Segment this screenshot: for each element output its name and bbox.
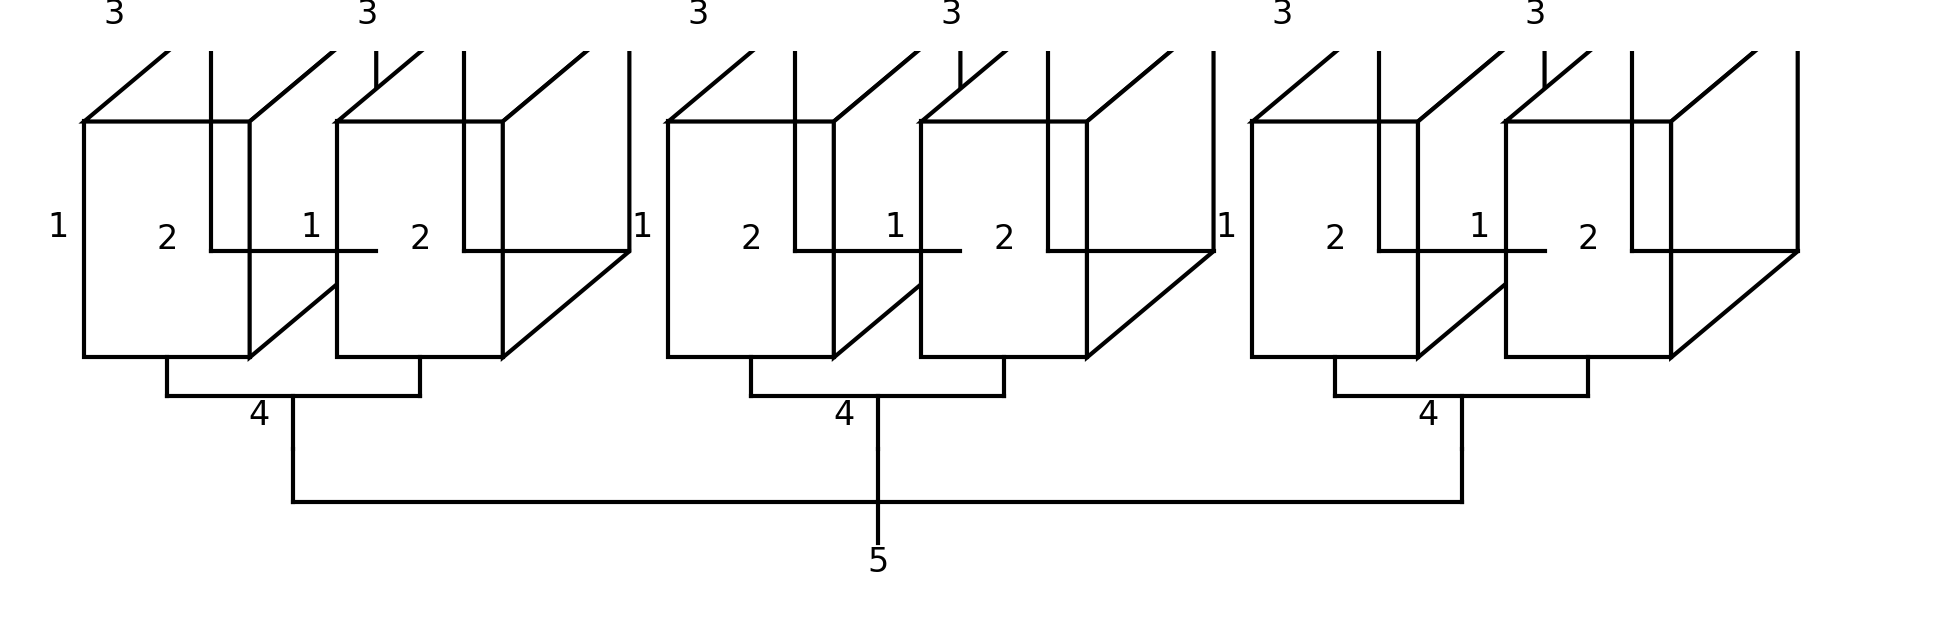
Text: 1: 1 [632,211,653,244]
Polygon shape [503,15,630,358]
Polygon shape [669,15,961,121]
Polygon shape [84,121,250,358]
Text: 3: 3 [1271,0,1293,31]
Text: 2: 2 [1324,223,1346,256]
Text: 1: 1 [47,211,68,244]
Text: 3: 3 [1525,0,1546,31]
Text: 1: 1 [885,211,907,244]
Text: 3: 3 [686,0,708,31]
Polygon shape [250,15,376,358]
Polygon shape [337,15,630,121]
Text: 2: 2 [741,223,762,256]
Polygon shape [1505,121,1671,358]
Text: 1: 1 [300,211,322,244]
Text: 2: 2 [993,223,1014,256]
Polygon shape [1252,15,1544,121]
Polygon shape [1671,15,1798,358]
Polygon shape [1418,15,1544,358]
Polygon shape [337,121,503,358]
Text: 2: 2 [1578,223,1599,256]
Text: 4: 4 [1418,399,1439,432]
Polygon shape [835,15,961,358]
Text: 2: 2 [156,223,177,256]
Text: 5: 5 [868,546,889,579]
Polygon shape [1252,121,1418,358]
Polygon shape [1086,15,1213,358]
Polygon shape [669,121,835,358]
Polygon shape [84,15,376,121]
Text: 3: 3 [357,0,378,31]
Polygon shape [922,121,1086,358]
Polygon shape [922,15,1213,121]
Text: 1: 1 [1468,211,1490,244]
Text: 3: 3 [103,0,125,31]
Text: 4: 4 [833,399,854,432]
Text: 3: 3 [940,0,961,31]
Polygon shape [1505,15,1798,121]
Text: 1: 1 [1215,211,1236,244]
Text: 4: 4 [250,399,271,432]
Text: 2: 2 [410,223,431,256]
